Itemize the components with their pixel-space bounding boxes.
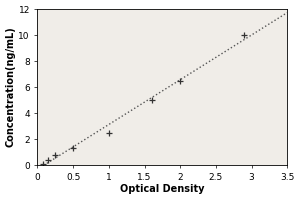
X-axis label: Optical Density: Optical Density bbox=[120, 184, 205, 194]
Y-axis label: Concentration(ng/mL): Concentration(ng/mL) bbox=[6, 27, 16, 147]
